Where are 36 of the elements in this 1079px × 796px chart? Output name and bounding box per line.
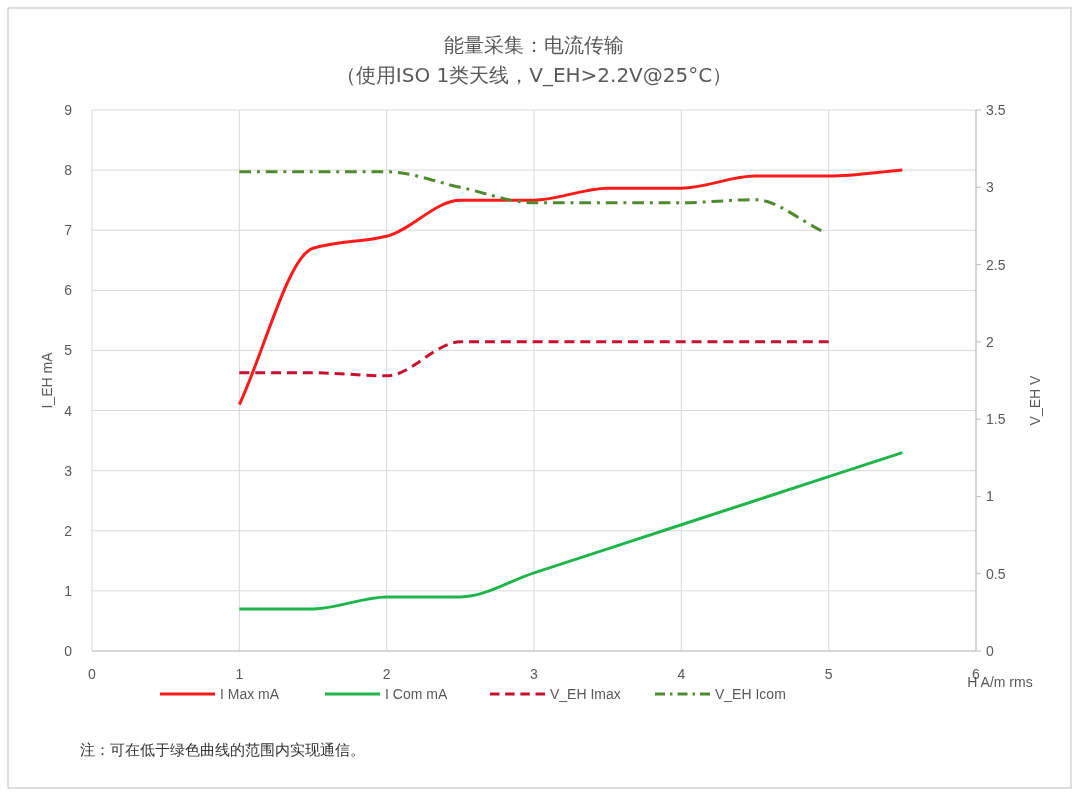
y2-tick-label: 0.5 xyxy=(986,565,1006,582)
y-tick-label: 1 xyxy=(64,582,73,599)
line-series xyxy=(237,168,904,407)
y2-tick-label: 1 xyxy=(986,488,994,505)
y-tick-label: 9 xyxy=(64,102,73,118)
x-tick-label: 4 xyxy=(677,666,686,682)
y2-axis-title: V_EH V xyxy=(1027,374,1043,426)
x-tick-label: 3 xyxy=(530,666,539,682)
line-series xyxy=(237,170,823,233)
y-tick-label: 5 xyxy=(64,342,73,359)
y-tick-label: 7 xyxy=(64,222,73,239)
y2-tick-label: 1.5 xyxy=(986,411,1006,428)
y-tick-label: 8 xyxy=(64,162,73,179)
y2-tick-label: 3.5 xyxy=(986,102,1006,118)
x-tick-label: 2 xyxy=(382,666,391,682)
x-tick-label: 1 xyxy=(235,666,244,682)
legend-label: V_EH Imax xyxy=(550,686,621,702)
chart-subtitle: （使用ISO 1类天线，V_EH>2.2V@25°C） xyxy=(335,63,733,87)
y2-tick-label: 2 xyxy=(986,333,994,350)
y2-tick-label: 2.5 xyxy=(986,256,1006,273)
line-series xyxy=(237,451,904,611)
y2-tick-label: 0 xyxy=(986,643,994,659)
y-axis-title: I_EH mA xyxy=(39,351,55,409)
legend-label: I Max mA xyxy=(220,686,280,702)
y-tick-label: 6 xyxy=(64,282,73,299)
chart-title: 能量采集：电流传输 xyxy=(444,33,624,57)
text: 注：可在低于绿色曲线的范围内实现通信。 xyxy=(80,741,365,759)
y2-tick-label: 3 xyxy=(986,179,994,196)
y-tick-label: 0 xyxy=(64,643,73,659)
y-tick-label: 3 xyxy=(64,462,73,479)
y-tick-label: 4 xyxy=(64,402,73,419)
legend-label: I Com mA xyxy=(385,686,448,702)
x-tick-label: 0 xyxy=(88,666,97,682)
x-tick-label: 5 xyxy=(824,666,833,682)
y-tick-label: 2 xyxy=(64,522,73,539)
legend-label: V_EH Icom xyxy=(715,686,786,702)
